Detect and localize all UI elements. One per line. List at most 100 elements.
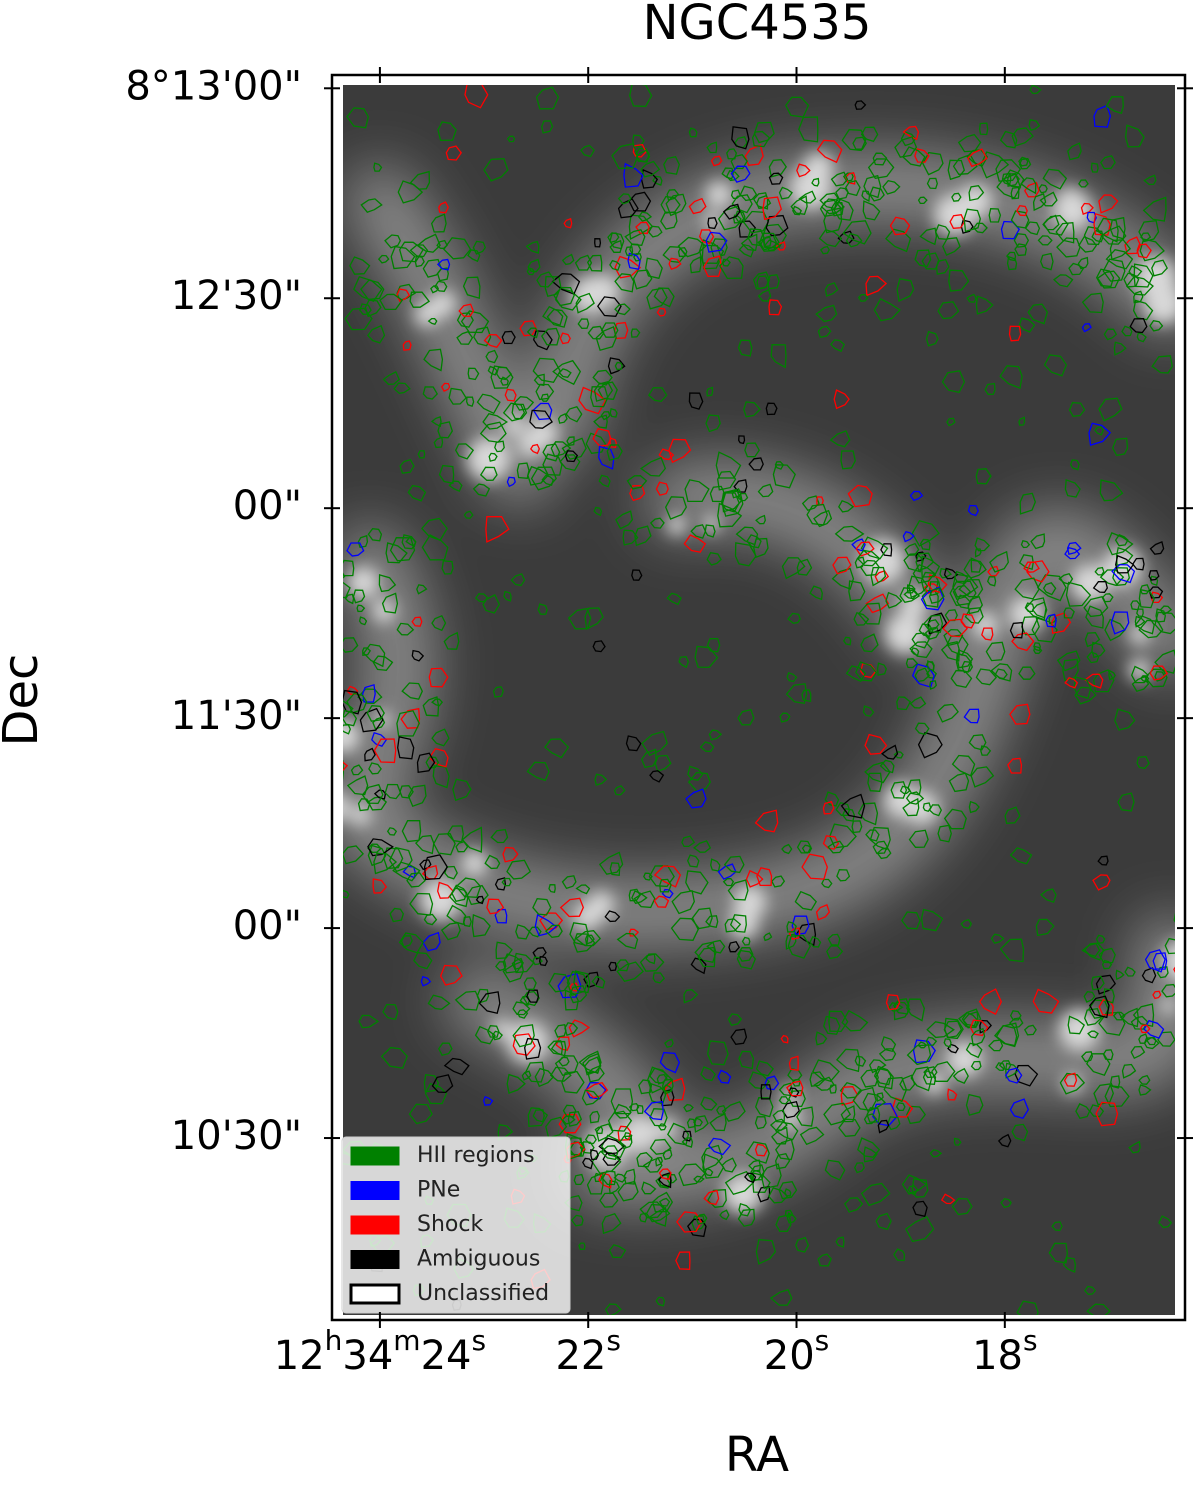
region-outline [397, 180, 424, 204]
region-outline [519, 320, 537, 337]
region-outline [855, 541, 875, 557]
region-outline [467, 249, 481, 263]
region-outline [600, 322, 619, 338]
region-outline [722, 877, 735, 887]
region-outline [893, 1248, 906, 1262]
region-outline [1093, 212, 1111, 236]
region-outline [586, 254, 603, 272]
region-outline [993, 1022, 1020, 1048]
region-outline [1105, 96, 1124, 115]
region-outline [1018, 416, 1026, 426]
region-outline [943, 628, 964, 647]
region-outline [654, 754, 672, 773]
region-outline [986, 576, 997, 587]
region-outline [817, 1253, 832, 1267]
region-outline [727, 879, 749, 901]
region-outline [914, 249, 932, 268]
region-outline [1105, 248, 1134, 270]
bright-knot [372, 599, 396, 623]
region-outline [796, 558, 813, 576]
region-outline [833, 197, 854, 221]
region-outline [1089, 995, 1110, 1019]
region-outline [350, 764, 364, 776]
region-outline [1144, 949, 1166, 973]
region-outline [951, 1197, 973, 1216]
region-outline [636, 1104, 644, 1115]
region-outline [914, 667, 931, 683]
region-outline [953, 1137, 962, 1146]
region-outline [948, 772, 970, 793]
region-outline [1014, 1064, 1039, 1087]
region-outline [385, 542, 408, 564]
region-outline [649, 1138, 672, 1155]
region-outline [416, 752, 436, 774]
region-outline [685, 870, 709, 895]
region-outline [544, 738, 570, 759]
region-outline [840, 1105, 856, 1123]
region-outline [642, 1157, 663, 1173]
region-outline [1045, 613, 1057, 628]
region-outline [617, 193, 632, 205]
region-outline [774, 461, 785, 470]
region-outline [831, 567, 855, 590]
region-outline [901, 911, 921, 930]
region-outline [860, 126, 879, 143]
region-outline [889, 216, 911, 236]
region-outline [598, 474, 611, 488]
region-outline [1152, 952, 1168, 970]
region-outline [738, 435, 746, 445]
region-outline [786, 1212, 797, 1224]
region-outline [691, 1215, 706, 1232]
region-outline [771, 1126, 789, 1145]
region-outline [707, 1137, 732, 1156]
region-outline [578, 1242, 586, 1251]
region-outline [975, 668, 998, 686]
region-outline [755, 1238, 777, 1265]
region-outline [566, 436, 575, 447]
region-outline [801, 853, 828, 880]
region-outline [1088, 422, 1112, 446]
region-outline [383, 847, 404, 870]
region-outline [413, 952, 433, 970]
region-outline [423, 1073, 440, 1093]
region-outline [716, 1104, 727, 1115]
region-outline [772, 1109, 786, 1123]
region-outline [436, 258, 451, 271]
region-outline [778, 186, 793, 200]
region-outline [730, 1028, 748, 1045]
region-outline [722, 203, 741, 220]
region-outline [495, 961, 507, 972]
region-outline [595, 1123, 614, 1142]
region-outline [346, 542, 365, 557]
region-outline [614, 361, 624, 371]
region-outline [608, 961, 617, 972]
region-outline [627, 252, 641, 270]
region-outline [1032, 988, 1060, 1014]
region-outline [364, 299, 382, 318]
bright-knot [803, 152, 834, 183]
region-outline [963, 559, 987, 579]
region-outline [325, 651, 342, 667]
region-outline [529, 443, 541, 455]
region-outline [981, 627, 994, 641]
region-outline [598, 1137, 625, 1155]
region-outline [723, 855, 745, 874]
region-outline [801, 844, 813, 854]
region-outline [978, 988, 1003, 1015]
region-outline [559, 332, 571, 345]
region-outline [668, 257, 682, 271]
region-outline [902, 531, 915, 543]
region-outline [914, 148, 930, 163]
region-outline [436, 239, 448, 250]
region-outline [523, 977, 537, 990]
region-outline [440, 382, 451, 392]
region-outline [912, 1039, 936, 1064]
region-outline [788, 927, 801, 941]
region-outline [943, 567, 959, 580]
region-outline [1095, 217, 1119, 243]
region-outline [775, 1214, 792, 1232]
region-outline [454, 990, 481, 1011]
region-outline [1130, 1015, 1149, 1030]
region-outline [352, 589, 366, 604]
region-outline [310, 633, 325, 648]
